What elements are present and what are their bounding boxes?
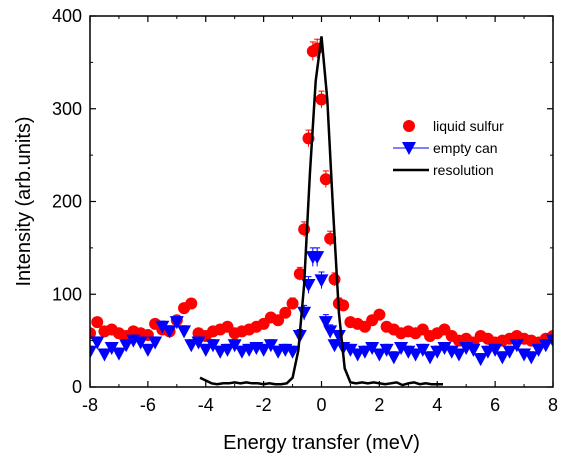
- data-point: [415, 343, 430, 357]
- data-point: [90, 345, 97, 359]
- data-point: [263, 339, 278, 353]
- data-point: [546, 334, 553, 348]
- series-layer: [90, 36, 553, 387]
- data-point: [408, 348, 423, 362]
- data-point: [177, 325, 192, 339]
- data-point: [293, 267, 306, 280]
- x-tick-label: -4: [198, 395, 214, 415]
- legend-label: liquid sulfur: [433, 118, 504, 134]
- data-point: [524, 351, 539, 365]
- data-point: [256, 343, 271, 357]
- data-point: [324, 232, 337, 245]
- data-point: [162, 325, 177, 339]
- resolution-line: [199, 36, 443, 387]
- data-point: [310, 251, 325, 265]
- data-point: [104, 342, 119, 356]
- legend-item: liquid sulfur: [403, 118, 504, 134]
- data-point: [315, 93, 328, 106]
- x-tick-label: -6: [140, 395, 156, 415]
- y-tick-label: 200: [52, 192, 82, 212]
- data-point: [473, 353, 488, 367]
- data-point: [90, 336, 105, 350]
- data-point: [155, 320, 170, 334]
- data-point: [538, 339, 553, 353]
- data-point: [331, 329, 346, 343]
- x-tick-label: 8: [548, 395, 558, 415]
- data-point: [437, 342, 452, 356]
- legend-item: resolution: [393, 162, 494, 178]
- data-point: [97, 348, 112, 362]
- data-point: [372, 348, 387, 362]
- data-point: [220, 343, 235, 357]
- data-point: [365, 342, 380, 356]
- x-tick-label: -2: [256, 395, 272, 415]
- data-point: [91, 316, 104, 329]
- x-tick-label: 4: [432, 395, 442, 415]
- data-point: [90, 327, 96, 340]
- series-empty-can: [90, 247, 553, 367]
- data-point: [343, 343, 358, 357]
- data-point: [337, 299, 350, 312]
- data-point: [111, 347, 126, 361]
- data-point: [119, 339, 134, 353]
- data-point: [286, 297, 299, 310]
- legend-item: empty can: [393, 140, 498, 156]
- y-tick-label: 300: [52, 99, 82, 119]
- data-point: [140, 343, 155, 357]
- data-point: [185, 297, 198, 310]
- data-point: [272, 314, 285, 327]
- legend-label: empty can: [433, 140, 498, 156]
- y-tick-label: 0: [72, 377, 82, 397]
- x-tick-label: 2: [374, 395, 384, 415]
- data-point: [323, 325, 338, 339]
- data-point: [430, 345, 445, 359]
- data-point: [451, 348, 466, 362]
- data-point: [205, 339, 220, 353]
- series-resolution: [199, 36, 443, 387]
- data-point: [227, 339, 242, 353]
- y-axis-title: Intensity (arb.units): [13, 116, 35, 286]
- data-point: [394, 342, 409, 356]
- ticks-layer: -8 -6 -4 -2 0 2 4 6 8 0 100 200 300 400: [52, 6, 558, 415]
- data-point: [328, 273, 341, 286]
- data-point: [379, 343, 394, 357]
- data-point: [502, 345, 517, 359]
- data-point: [319, 173, 332, 186]
- data-point: [495, 351, 510, 365]
- data-point: [198, 343, 213, 357]
- data-point: [509, 339, 524, 353]
- data-point: [279, 306, 292, 319]
- data-point: [373, 308, 386, 321]
- data-point: [169, 316, 184, 330]
- y-tick-label: 100: [52, 284, 82, 304]
- data-point: [466, 343, 481, 357]
- x-axis-title: Energy transfer (meV): [223, 432, 420, 454]
- data-point: [297, 306, 312, 320]
- legend-swatch: [403, 120, 415, 132]
- legend: liquid sulfur empty can resolution: [393, 118, 504, 178]
- series-liquid-sulfur: [90, 38, 553, 349]
- data-point: [386, 351, 401, 365]
- data-point: [423, 351, 438, 365]
- data-point: [133, 336, 148, 350]
- data-point: [191, 336, 206, 350]
- data-point: [531, 343, 546, 357]
- data-point: [357, 345, 372, 359]
- data-point: [314, 274, 329, 288]
- y-tick-label: 400: [52, 6, 82, 26]
- data-point: [318, 316, 333, 330]
- data-point: [285, 345, 300, 359]
- x-tick-label: -8: [82, 395, 98, 415]
- data-point: [148, 336, 163, 350]
- x-tick-label: 6: [490, 395, 500, 415]
- x-tick-label: 0: [316, 395, 326, 415]
- legend-label: resolution: [433, 162, 494, 178]
- data-point: [488, 343, 503, 357]
- legend-swatch: [402, 142, 416, 155]
